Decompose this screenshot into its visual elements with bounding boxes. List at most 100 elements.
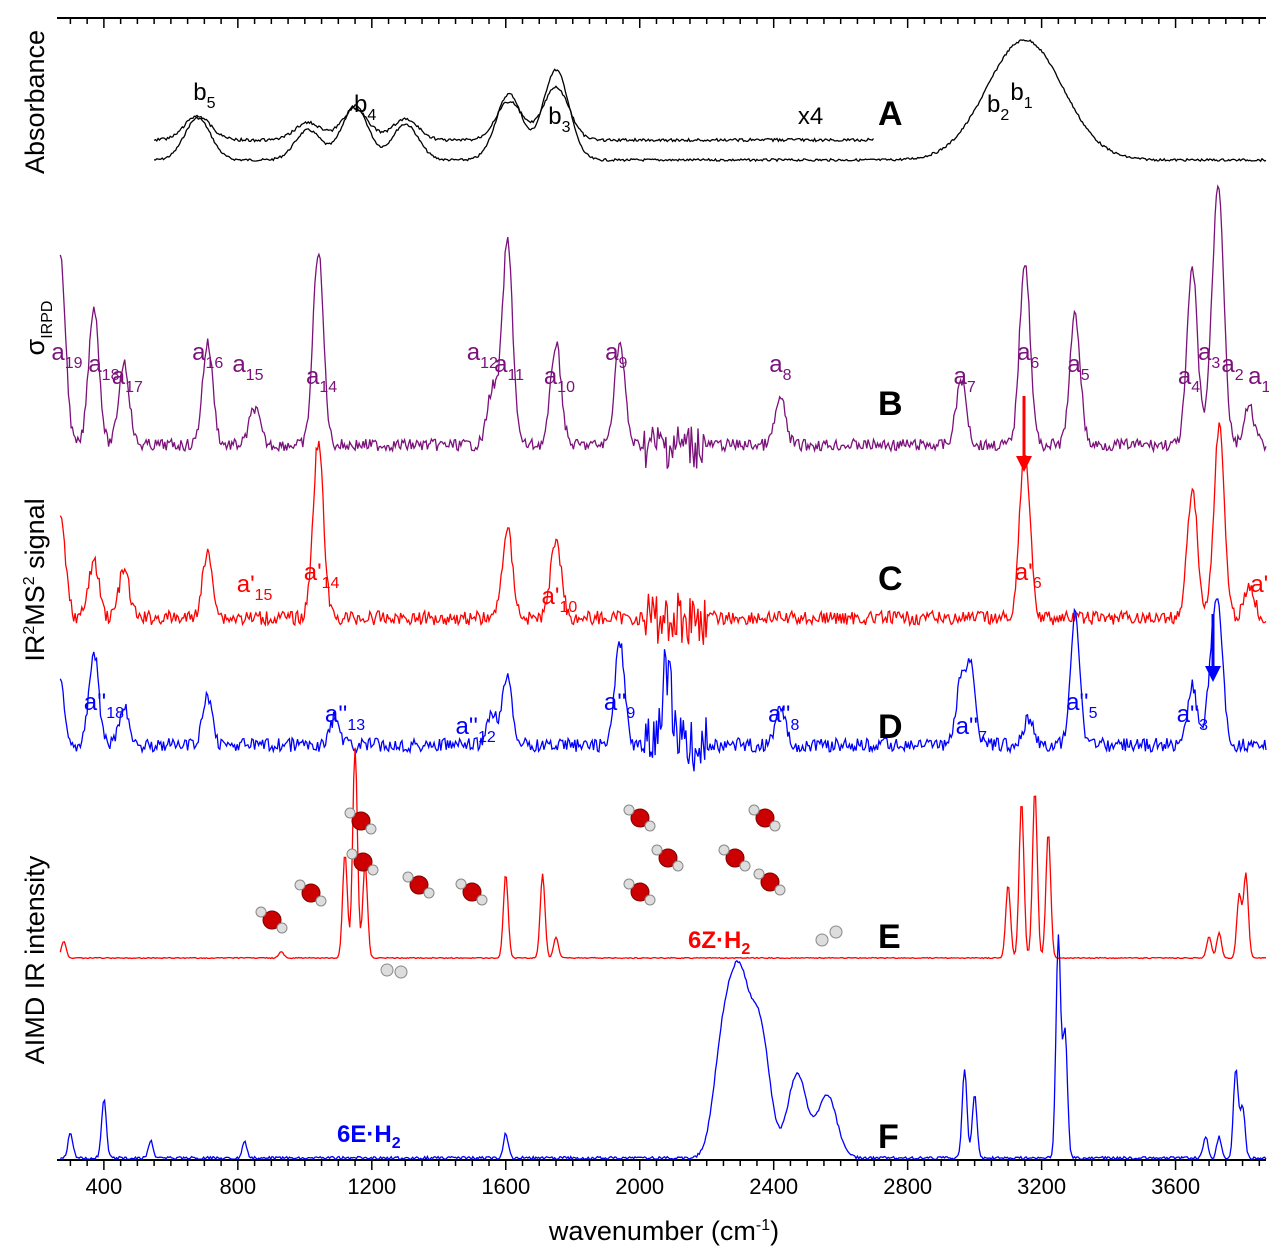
annotation-d-7: a''3 <box>1177 701 1209 734</box>
x-title-superscript: -1 <box>756 1217 770 1234</box>
hydrogen-atom-icon <box>748 804 760 816</box>
sigma-symbol: σ <box>20 338 50 355</box>
x-axis: 400 800 1200 1600 2000 2400 2800 3200 3600 <box>57 17 1266 1199</box>
ms-text: MS <box>20 585 50 626</box>
series-a-x4-line <box>153 85 874 143</box>
y-axis-title-ir2ms2: IR2MS2 signal <box>20 498 50 661</box>
x-tick-label: 3600 <box>1151 1174 1200 1199</box>
annotation-b-11: a7 <box>953 363 975 396</box>
h2-atom-icon <box>829 925 843 939</box>
annotation-c-3: a'6 <box>1015 559 1042 592</box>
annotation-a-4: b2 <box>987 91 1009 124</box>
hydrogen-atom-icon <box>644 894 656 906</box>
hydrogen-atom-icon <box>476 894 488 906</box>
signal-text: signal <box>20 498 50 576</box>
svg-text:σIRPD: σIRPD <box>20 301 56 356</box>
annotation-b-6: a12 <box>467 339 498 372</box>
oxygen-atom-icon <box>301 883 321 903</box>
hydrogen-atom-icon <box>367 864 379 876</box>
x-tick-label: 2800 <box>883 1174 932 1199</box>
panel-label-b: B <box>878 385 903 423</box>
x-title-main: wavenumber (cm <box>548 1216 756 1246</box>
annotation-c-1: a'15 <box>237 571 273 604</box>
annotation-a-0: b5 <box>193 79 215 112</box>
y-axis-title-absorbance: Absorbance <box>20 30 50 174</box>
hydrogen-atom-icon <box>276 922 288 934</box>
hydrogen-atom-icon <box>774 884 786 896</box>
annotation-d-4: a''8 <box>768 701 800 734</box>
annotation-c-2: a'10 <box>542 583 578 616</box>
y-axis-title-sigma: σIRPD <box>20 301 56 356</box>
annotation-a-3: b1 <box>1010 79 1032 112</box>
hydrogen-atom-icon <box>651 844 663 856</box>
annotation-a-2: b3 <box>548 103 570 136</box>
annotation-b-2: a17 <box>112 363 143 396</box>
hydrogen-atom-icon <box>455 878 467 890</box>
x-tick-label: 800 <box>219 1174 256 1199</box>
annotation-d-1: a''13 <box>325 701 365 734</box>
panel-label-c: C <box>878 560 903 598</box>
series-e-line <box>59 747 1267 960</box>
annotation-b-17: a1 <box>1248 363 1269 396</box>
structure-label-6e-text: 6E·H <box>337 1121 392 1148</box>
annotation-b-7: a11 <box>494 351 524 384</box>
annotation-d-2: a''12 <box>455 713 495 746</box>
ir-superscript: 2 <box>21 626 38 635</box>
annotation-a-5: x4 <box>798 103 823 130</box>
oxygen-atom-icon <box>462 882 482 902</box>
x-tick-label: 1200 <box>347 1174 396 1199</box>
annotation-b-10: a8 <box>769 351 791 384</box>
series-d-line <box>59 598 1267 772</box>
annotation-b-14: a4 <box>1178 363 1200 396</box>
annotation-b-3: a16 <box>192 339 223 372</box>
annotation-b-16: a2 <box>1221 351 1243 384</box>
series-c-line <box>59 422 1267 645</box>
annotation-b-5: a14 <box>306 363 337 396</box>
hydrogen-atom-icon <box>753 868 765 880</box>
oxygen-atom-icon <box>755 808 775 828</box>
x-tick-label: 3200 <box>1017 1174 1066 1199</box>
hydrogen-atom-icon <box>623 878 635 890</box>
annotation-d-6: a''5 <box>1066 689 1098 722</box>
oxygen-atom-icon <box>630 808 650 828</box>
panel-label-e: E <box>878 918 901 956</box>
hydrogen-atom-icon <box>644 820 656 832</box>
x-tick-label: 2400 <box>749 1174 798 1199</box>
ir-text: IR <box>20 635 50 662</box>
oxygen-atom-icon <box>262 910 282 930</box>
oxygen-atom-icon <box>409 875 429 895</box>
x-tick-label: 400 <box>86 1174 123 1199</box>
panel-label-f: F <box>878 1118 899 1156</box>
ms-superscript: 2 <box>21 576 38 585</box>
oxygen-atom-icon <box>353 852 373 872</box>
hydrogen-atom-icon <box>346 848 358 860</box>
hydrogen-atom-icon <box>315 895 327 907</box>
structure-label-6z-text: 6Z·H <box>688 927 741 954</box>
arrow-c-peak <box>1016 396 1032 472</box>
annotation-b-13: a5 <box>1067 351 1089 384</box>
hydrogen-atom-icon <box>718 844 730 856</box>
oxygen-atom-icon <box>351 811 371 831</box>
structure-label-6z-sub: 2 <box>741 941 750 958</box>
annotation-d-5: a''7 <box>956 713 988 746</box>
annotation-b-9: a9 <box>605 339 627 372</box>
x-tick-label: 2000 <box>615 1174 664 1199</box>
h2-atom-icon <box>394 965 408 979</box>
annotation-b-12: a6 <box>1017 339 1039 372</box>
series-a-line <box>154 39 1267 163</box>
annotation-b-15: a3 <box>1198 339 1220 372</box>
panel-label-d: D <box>878 708 903 746</box>
hydrogen-atom-icon <box>672 860 684 872</box>
oxygen-atom-icon <box>658 848 678 868</box>
annotation-c-0: a'14 <box>304 559 340 592</box>
structure-label-6e: 6E·H2 <box>337 1121 401 1152</box>
hydrogen-atom-icon <box>739 860 751 872</box>
hydrogen-atom-icon <box>769 820 781 832</box>
annotation-d-0: a''18 <box>84 689 124 722</box>
structure-label-6z: 6Z·H2 <box>688 927 750 958</box>
hydrogen-atom-icon <box>402 871 414 883</box>
hydrogen-atom-icon <box>423 887 435 899</box>
hydrogen-atom-icon <box>344 807 356 819</box>
